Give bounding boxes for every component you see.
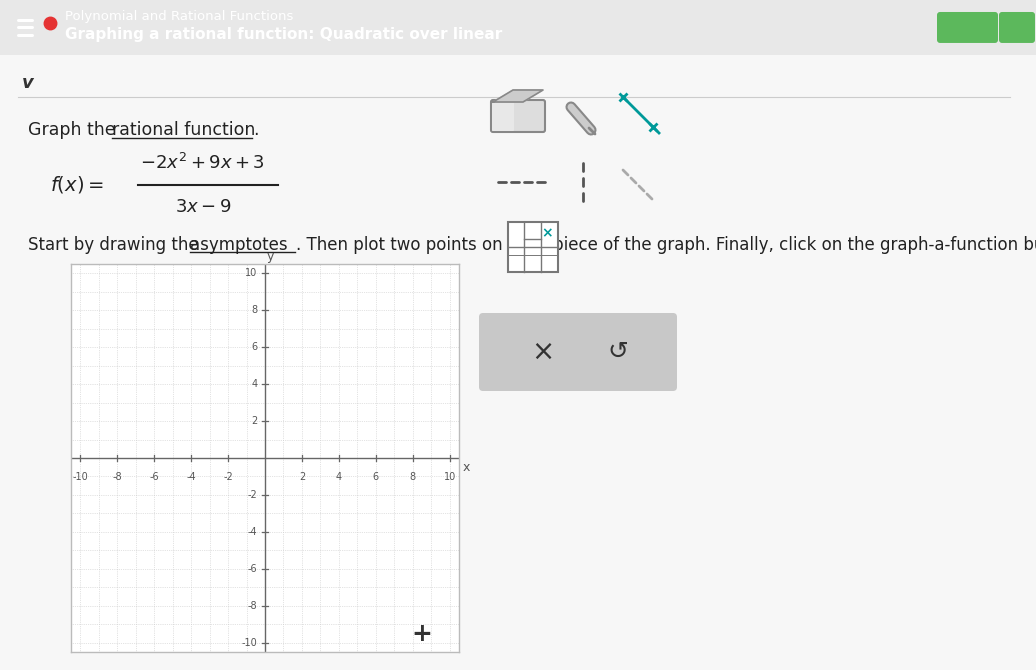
Text: 8: 8: [252, 306, 258, 315]
Text: 10: 10: [246, 268, 258, 278]
FancyBboxPatch shape: [479, 313, 677, 391]
Text: -4: -4: [186, 472, 196, 482]
Text: 4: 4: [252, 379, 258, 389]
Text: asymptotes: asymptotes: [190, 236, 288, 254]
Text: 2: 2: [298, 472, 305, 482]
FancyBboxPatch shape: [999, 12, 1035, 43]
Polygon shape: [493, 90, 543, 102]
Text: v: v: [22, 74, 34, 92]
Text: -8: -8: [112, 472, 122, 482]
Text: 6: 6: [252, 342, 258, 352]
Text: ↺: ↺: [607, 340, 629, 364]
Text: -2: -2: [248, 490, 258, 500]
Text: -4: -4: [248, 527, 258, 537]
Text: $3x-9$: $3x-9$: [175, 198, 231, 216]
Bar: [508, 222, 558, 272]
Text: 4: 4: [336, 472, 342, 482]
Text: y: y: [267, 250, 275, 263]
Text: x: x: [463, 461, 470, 474]
Text: Graphing a rational function: Quadratic over linear: Graphing a rational function: Quadratic …: [65, 27, 502, 42]
Text: . Then plot two points on each piece of the graph. Finally, click on the graph-a: . Then plot two points on each piece of …: [296, 236, 1036, 254]
Text: $-2x^2+9x+3$: $-2x^2+9x+3$: [140, 153, 265, 173]
FancyBboxPatch shape: [491, 100, 545, 132]
Text: Start by drawing the: Start by drawing the: [28, 236, 204, 254]
Text: -2: -2: [223, 472, 233, 482]
Text: +: +: [411, 622, 432, 645]
Text: Polynomial and Rational Functions: Polynomial and Rational Functions: [65, 11, 293, 23]
Text: 6: 6: [373, 472, 379, 482]
Text: ×: ×: [531, 338, 554, 366]
Text: 2: 2: [252, 416, 258, 426]
Text: -6: -6: [248, 564, 258, 574]
Text: -6: -6: [149, 472, 159, 482]
FancyBboxPatch shape: [937, 12, 998, 43]
Text: -10: -10: [241, 638, 258, 648]
Text: .: .: [253, 121, 259, 139]
Text: rational function: rational function: [112, 121, 256, 139]
Text: 8: 8: [410, 472, 415, 482]
Text: -10: -10: [73, 472, 88, 482]
Text: 10: 10: [443, 472, 456, 482]
Text: Graph the: Graph the: [28, 121, 121, 139]
Text: -8: -8: [248, 601, 258, 611]
Text: $f(x)=$: $f(x)=$: [50, 174, 104, 196]
Text: ×: ×: [541, 226, 553, 240]
FancyBboxPatch shape: [492, 101, 514, 131]
